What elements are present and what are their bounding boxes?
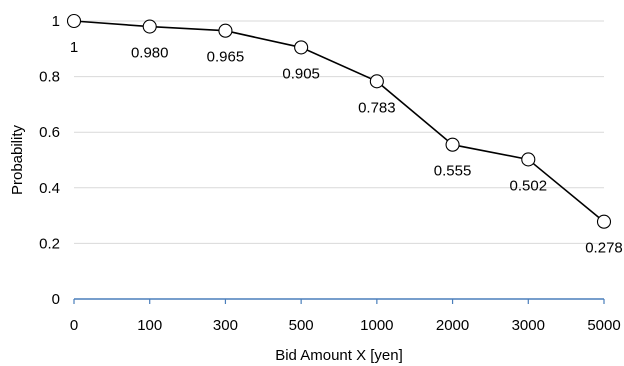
y-tick-label: 0.4 (39, 180, 60, 197)
x-tick-label: 3000 (512, 317, 545, 334)
x-tick-label: 0 (70, 317, 78, 334)
data-point (218, 23, 233, 38)
x-tick-label: 500 (289, 317, 314, 334)
data-point (142, 19, 157, 34)
data-label: 0.783 (358, 99, 396, 116)
x-tick-label: 100 (137, 317, 162, 334)
data-label: 0.278 (585, 240, 623, 257)
data-point (66, 13, 82, 29)
data-point (521, 152, 536, 167)
data-point (445, 137, 460, 152)
x-tick-label: 1000 (360, 317, 393, 334)
series (66, 13, 612, 229)
y-tick-label: 0.6 (39, 124, 60, 141)
x-tick-labels: 0 100 300 500 1000 2000 3000 5000 (70, 317, 621, 334)
x-tick-label: 5000 (587, 317, 620, 334)
x-tick-label: 300 (213, 317, 238, 334)
data-label: 0.555 (434, 163, 472, 180)
y-tick-label: 1 (52, 13, 60, 30)
data-label: 0.965 (207, 49, 245, 66)
y-tick-labels: 0 0.2 0.4 0.6 0.8 1 (39, 13, 60, 308)
gridlines (74, 20, 604, 244)
data-point (369, 74, 384, 89)
data-label: 1 (70, 39, 78, 56)
x-tick-label: 2000 (436, 317, 469, 334)
axes (73, 298, 605, 304)
series-line (73, 20, 605, 223)
data-label: 0.980 (131, 45, 169, 62)
y-axis-title: Probability (9, 124, 26, 195)
data-label: 0.502 (510, 177, 548, 194)
data-label: 0.905 (282, 65, 320, 82)
data-point (294, 40, 309, 55)
y-tick-label: 0 (52, 291, 60, 308)
data-labels: 1 0.980 0.965 0.905 0.783 0.555 0.502 0.278 (70, 39, 623, 257)
y-tick-label: 0.2 (39, 235, 60, 252)
x-axis-title: Bid Amount X [yen] (275, 347, 403, 364)
data-point (596, 214, 612, 229)
y-tick-label: 0.8 (39, 69, 60, 86)
